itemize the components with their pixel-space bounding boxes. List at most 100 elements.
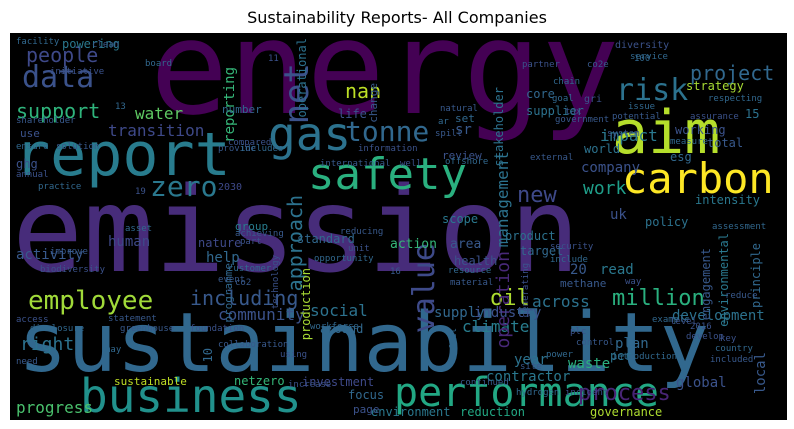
word-action: action	[390, 237, 437, 252]
word-group: group	[235, 220, 269, 233]
word-across: across	[532, 292, 590, 311]
word-impact: impact	[600, 126, 658, 145]
word-review: review	[442, 149, 482, 162]
word-climate: climate	[462, 317, 530, 336]
word-may: may	[105, 345, 122, 355]
word-core: core	[526, 87, 555, 101]
word-business: business	[80, 369, 302, 420]
word-life: life	[338, 107, 367, 121]
word-million: million	[612, 286, 705, 311]
word-reduction: reduction	[460, 405, 526, 419]
word-power: power	[546, 350, 574, 360]
word-powering: powering	[62, 37, 120, 51]
word-set: set	[455, 112, 475, 125]
word-generating: generating	[521, 263, 531, 318]
word-project: project	[690, 61, 775, 85]
word-policy: policy	[645, 215, 689, 229]
word-co2: co2	[235, 278, 252, 288]
word-international: international	[320, 159, 391, 169]
word-right: right	[20, 334, 75, 355]
word-measure: measure	[670, 137, 708, 147]
word-customer: customer	[228, 264, 272, 274]
word-social: social	[310, 301, 368, 320]
word-external: external	[530, 153, 574, 163]
word-continued: continued	[460, 378, 509, 388]
word-ghg: ghg	[16, 157, 38, 171]
word-sustainability: sustainability	[18, 296, 710, 391]
word-natural: natural	[440, 104, 478, 114]
word-reducing: reducing	[340, 227, 384, 237]
word-netzero: netzero	[234, 374, 285, 388]
word-compared: compared	[228, 138, 272, 148]
word-ar: ar	[438, 117, 449, 127]
word-workforce: workforce	[310, 322, 359, 332]
word-event: event	[218, 275, 246, 285]
word-tonne: tonne	[345, 115, 430, 148]
word-10: 10	[201, 348, 215, 363]
word-change: change	[367, 83, 380, 123]
word-clean: clean	[92, 40, 120, 50]
word-diversity: diversity	[615, 40, 670, 51]
word-unit: unit	[348, 244, 370, 254]
word-emission: emission	[12, 161, 581, 299]
word-using: using	[280, 350, 308, 360]
word-aim: aim	[612, 98, 721, 168]
word-16: 16	[390, 267, 401, 277]
word-annual: annual	[16, 170, 49, 180]
word-co2e: co2e	[587, 60, 609, 70]
word-waste: waste	[568, 356, 611, 372]
word-health: health	[454, 254, 498, 268]
word-practice: practice	[38, 182, 82, 192]
word-activity: activity	[16, 247, 84, 263]
word-data: data	[22, 60, 95, 95]
word-biodiversity: biodiversity	[40, 265, 106, 275]
word-product: product	[505, 229, 556, 243]
word-focus: focus	[348, 388, 385, 402]
word-asset: asset	[125, 224, 153, 234]
word-opportunity: opportunity	[314, 254, 374, 264]
word-way: way	[625, 277, 642, 287]
word-sr: sr	[455, 122, 472, 138]
word-intensity: intensity	[695, 193, 761, 207]
word-hydrogen: hydrogen	[516, 388, 560, 398]
word-working: working	[675, 123, 726, 137]
word-spill: spill	[435, 129, 463, 139]
word-country: country	[715, 344, 753, 354]
word-service: service	[630, 52, 668, 62]
word-investment: investment	[302, 375, 375, 389]
word-goal: goal	[552, 94, 574, 104]
word-need: need	[16, 357, 38, 367]
word-fuel: fuel	[449, 328, 459, 350]
word-greenhouse: greenhouse	[120, 324, 175, 334]
word-potential: potential	[612, 112, 661, 122]
word-facility: facility	[16, 37, 60, 47]
word-help: help	[206, 250, 240, 266]
word-supplier: supplier	[526, 104, 584, 118]
word-plan: plan	[615, 336, 649, 352]
word-part: part	[240, 237, 262, 247]
word-13: 13	[115, 102, 126, 112]
word-chain: chain	[553, 77, 581, 87]
word-use: use	[20, 127, 40, 140]
word-water: water	[135, 104, 184, 123]
word-offshore: offshore	[445, 157, 489, 167]
word-engagement: engagement	[699, 248, 713, 321]
word-transition: transition	[108, 121, 205, 140]
word-page: page	[353, 403, 380, 416]
word-includes: includes	[240, 144, 284, 154]
word-well: well	[400, 159, 422, 169]
word-system: system	[607, 129, 640, 139]
word-global: global	[676, 375, 727, 391]
word-2016: 2016	[690, 322, 712, 332]
word-local: local	[753, 352, 769, 395]
word-operational: operational	[295, 38, 309, 118]
word-example: example	[652, 315, 690, 325]
word-assessment: assessment	[712, 222, 767, 232]
word-increase: increase	[288, 380, 332, 390]
word-assurance: assurance	[690, 112, 739, 122]
word-include: include	[550, 255, 588, 265]
word-improve: improve	[50, 247, 88, 257]
word-around: around	[320, 322, 364, 336]
word-shareholder: shareholder	[16, 116, 76, 126]
word-environment: environment	[371, 405, 451, 419]
